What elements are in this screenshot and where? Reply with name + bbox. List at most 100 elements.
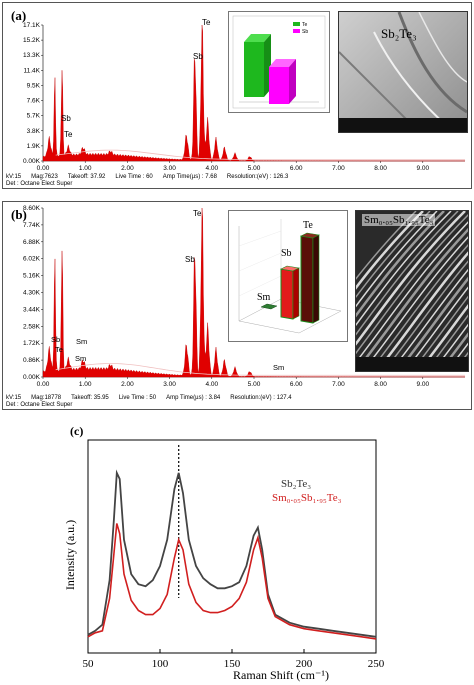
bar3d-sb-b — [280, 265, 300, 320]
peak-label-sb-low-a: Sb — [61, 114, 71, 123]
sem-streak — [356, 211, 438, 308]
footer-setting: Mag:7623 — [31, 174, 58, 180]
bar3d-te-b — [300, 232, 320, 324]
y-tick-label: 8.60K — [23, 205, 41, 212]
footer-setting: Takeoff: 35.95 — [71, 395, 109, 401]
sem-streak — [356, 214, 468, 355]
peak-label-sb-low-b: Sb — [51, 335, 60, 344]
footer-setting: Amp Time(µs) : 3.84 — [166, 395, 221, 401]
y-tick-label: 2.58K — [23, 323, 41, 330]
footer-settings-a: kV:15 Mag:7623 Takeoff: 37.92 Live Time : 6… — [6, 174, 471, 181]
x-tick-label: 1.00 — [79, 165, 92, 172]
sem-streak — [362, 236, 468, 371]
raman-legend-sb2te3: Sb₂Te₃ — [281, 478, 311, 490]
raman-chart: (c) 50 100 150 200 250 Raman Shift (cm⁻¹) In… — [63, 424, 385, 682]
sem-image-b: Sm₀.₀₅Sb₁.₉₅Te₃ — [355, 210, 469, 372]
sem-image-a: Sb₂Te₃ — [338, 11, 468, 133]
bar-te-a — [244, 34, 271, 97]
raman-x-axis-label: Raman Shift (cm⁻¹) — [233, 668, 329, 682]
eds-background-a — [55, 149, 465, 160]
panel-label-a: (a) — [11, 8, 27, 23]
x-tick-label: 4.00 — [205, 381, 218, 388]
sem-streak — [369, 243, 468, 371]
footer-setting: Live Time : 50 — [118, 395, 157, 401]
raman-x-tick-label: 150 — [224, 658, 241, 670]
raman-plot-frame — [87, 439, 377, 654]
x-tick-label: 3.00 — [163, 381, 176, 388]
y-tick-label: 7.6K — [27, 98, 41, 105]
y-tick-label: 1.72K — [23, 340, 41, 347]
x-tick-label: 9.00 — [416, 165, 429, 172]
bar-sb-a — [269, 59, 296, 104]
bar3d-label-te: Te — [303, 220, 313, 231]
peak-label-sb-major-a: Sb — [193, 52, 203, 61]
x-tick-label: 8.00 — [374, 381, 387, 388]
eds-panel-b: 0.00K 0.86K 1.72K 2.58K 3.44K 4.30K 5.16K 6.02K… — [2, 201, 472, 410]
x-tick-label: 0.00 — [37, 165, 50, 172]
raman-y-axis-label: Intensity (a.u.) — [63, 520, 77, 590]
peak-label-sb-major-b: Sb — [185, 255, 195, 264]
eds-panel-a: 0.00K 1.9K 3.8K 5.7K 7.6K 9.5K 11.4K 13.3K 15.2K… — [2, 2, 472, 189]
footer-a: kV:15 Mag:7623 Takeoff: 37.92 Live Time : 6… — [3, 174, 471, 188]
y-tick-label: 7.74K — [23, 222, 41, 229]
eds-background-b — [55, 363, 465, 376]
y-tick-label: 5.7K — [27, 113, 41, 120]
y-tick-label: 0.00K — [23, 158, 41, 165]
x-tick-label: 8.00 — [374, 165, 387, 172]
footer-setting: Resolution:(eV) : 127.4 — [230, 395, 292, 401]
sem-streak — [446, 342, 468, 371]
panel-label-c: (c) — [70, 424, 83, 438]
y-tick-label: 11.4K — [23, 67, 40, 74]
raman-x-tick-label: 100 — [152, 658, 169, 670]
y-tick-label: 0.86K — [23, 357, 41, 364]
footer-detector-b: Det : Octane Elect Super — [6, 402, 73, 408]
panel-label-b: (b) — [11, 207, 27, 222]
raman-x-tick-label: 200 — [296, 658, 313, 670]
footer-b: kV:15 Mag:18778 Takeoff: 35.95 Live Time : … — [3, 395, 471, 409]
x-tick-label: 5.00 — [248, 165, 261, 172]
x-tick-label: 7.00 — [332, 165, 345, 172]
bar3d-label-sm: Sm — [257, 292, 271, 303]
x-tick-label: 9.00 — [416, 381, 429, 388]
sem-streak — [432, 323, 468, 371]
x-tick-label: 2.00 — [121, 381, 134, 388]
footer-setting: kV:15 — [6, 174, 22, 180]
y-tick-label: 3.44K — [23, 306, 41, 313]
eds-spectrum-b-fill — [42, 207, 466, 378]
sem-streak — [356, 211, 424, 290]
x-tick-label: 4.00 — [205, 165, 218, 172]
footer-setting: Live Time : 60 — [115, 174, 153, 180]
sem-streak — [418, 303, 468, 371]
y-tick-label: 6.88K — [23, 239, 41, 246]
peak-label-te-major-a: Te — [202, 18, 211, 27]
sem-streak — [383, 260, 468, 371]
footer-setting: Amp Time(µs) : 7.68 — [162, 174, 217, 180]
peak-label-sm-1-b: Sm — [76, 337, 87, 346]
sem-streak — [425, 314, 468, 371]
x-tick-label: 1.00 — [79, 381, 92, 388]
footer-settings-b: kV:15 Mag:18778 Takeoff: 35.95 Live Time : … — [6, 395, 471, 402]
sem-streak — [356, 211, 431, 298]
footer-setting: Mag:18778 — [31, 395, 62, 401]
sem-streak — [356, 211, 445, 318]
footer-setting: Takeoff: 37.92 — [67, 174, 106, 180]
raman-x-tick-label: 50 — [83, 658, 95, 670]
eds-spectrum-a-fill — [42, 24, 466, 162]
raman-legend-sm-doped: Sm₀.₀₅Sb₁.₉₅Te₃ — [272, 492, 342, 504]
sem-streak — [356, 221, 468, 364]
bar3d-sm-b — [260, 303, 278, 310]
x-tick-label: 0.00 — [37, 381, 50, 388]
bar3d-inset-b: Sm Sb Te — [228, 210, 348, 342]
x-tick-label: 2.00 — [121, 165, 134, 172]
x-tick-label: 7.00 — [332, 381, 345, 388]
eds-spectrum-b: 0.00K 0.86K 1.72K 2.58K 3.44K 4.30K 5.16K 6.02K… — [23, 205, 466, 388]
bar3d-label-sb: Sb — [281, 248, 292, 259]
sem-streak — [439, 332, 468, 371]
sem-streak — [397, 276, 468, 371]
legend-te-a: Te — [302, 22, 308, 28]
y-tick-label: 15.2K — [23, 37, 41, 44]
sem-label-a: Sb₂Te₃ — [381, 26, 417, 41]
peak-label-te-major-b: Te — [193, 209, 202, 218]
x-tick-label: 3.00 — [163, 165, 176, 172]
y-tick-label: 4.30K — [23, 290, 41, 297]
